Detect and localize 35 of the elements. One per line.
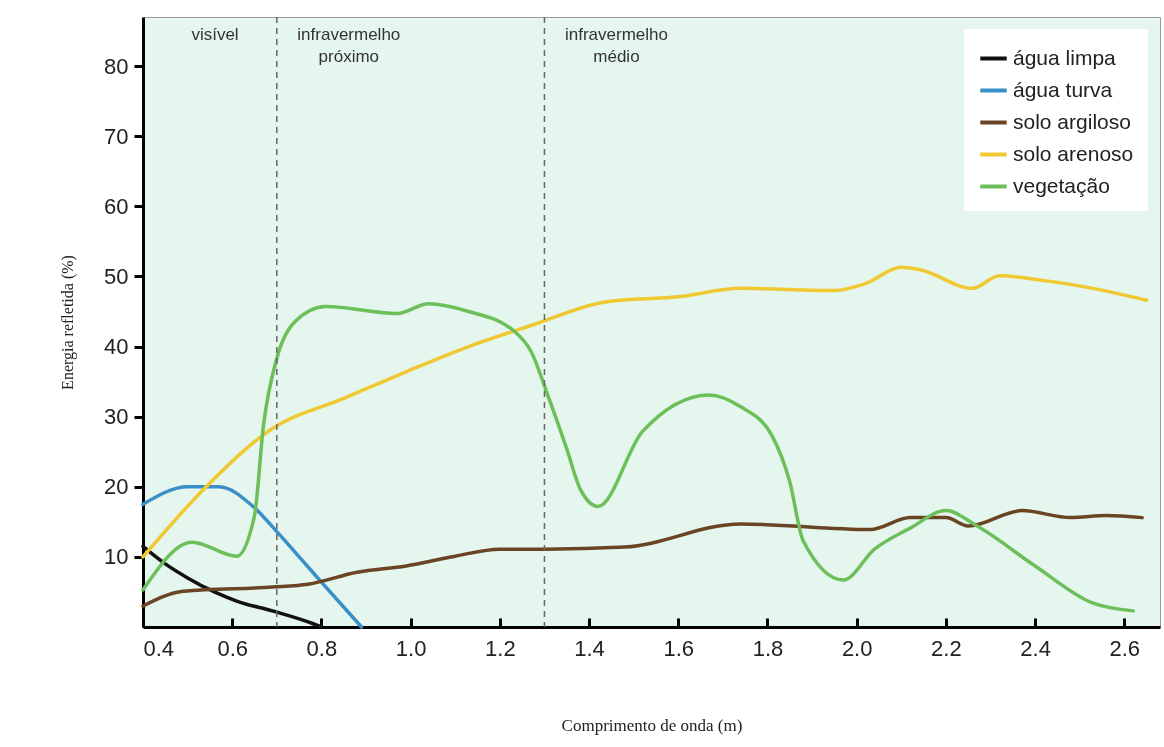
- annotation: infravermelho médio: [564, 25, 668, 66]
- x-tick-label: 2.4: [1020, 635, 1051, 661]
- x-tick-label: 0.6: [217, 635, 249, 661]
- y-tick-label: 60: [104, 193, 129, 219]
- legend-label: água limpa: [1013, 45, 1117, 69]
- line-series: [141, 265, 1149, 559]
- x-tick-label: 2.0: [841, 635, 873, 661]
- x-tick-label: 1.0: [395, 635, 427, 661]
- x-tick-label: 2.6: [1109, 635, 1141, 661]
- legend-label: solo arenoso: [1013, 141, 1134, 165]
- x-tick-label: 0.4: [143, 635, 175, 661]
- x-tick-label: 0.8: [306, 635, 338, 661]
- line-series: [141, 508, 1144, 608]
- y-tick-label: 70: [104, 123, 129, 149]
- annotation: infravermelho próximo: [297, 25, 401, 66]
- x-tick-label: 1.2: [485, 635, 516, 661]
- annotation: visível: [191, 25, 239, 44]
- legend-label: vegetação: [1013, 173, 1110, 197]
- line-series: [141, 485, 364, 629]
- y-tick-label: 30: [104, 404, 129, 430]
- line-series: [141, 544, 324, 629]
- x-axis-title: Comprimento de onda (m): [561, 715, 743, 735]
- y-axis-title: Energia refletida (%): [59, 255, 78, 390]
- x-tick-label: 1.6: [663, 635, 695, 661]
- legend-label: água turva: [1013, 77, 1113, 101]
- x-tick-label: 1.8: [752, 635, 784, 661]
- line-series: [141, 302, 1135, 613]
- x-tick-label: 1.4: [574, 635, 605, 661]
- y-tick-label: 10: [104, 544, 129, 570]
- y-tick-label: 20: [104, 474, 129, 500]
- legend-label: solo argiloso: [1013, 109, 1131, 133]
- y-tick-label: 80: [104, 53, 129, 79]
- y-tick-label: 40: [104, 334, 129, 360]
- x-tick-label: 2.2: [931, 635, 962, 661]
- y-tick-label: 50: [104, 263, 129, 289]
